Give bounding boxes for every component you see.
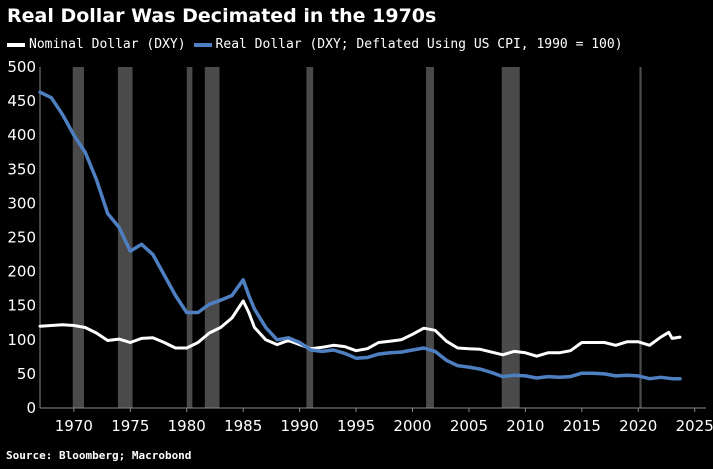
y-tick-label: 400	[7, 126, 36, 144]
legend-swatch-real	[193, 42, 212, 47]
x-tick-label: 2015	[563, 417, 601, 435]
y-tick-label: 350	[7, 160, 36, 178]
x-tick-label: 1980	[168, 417, 206, 435]
tick-labels: 0 50 100 150 200 250 300 350 400 450 500 1970 1975 19…	[7, 58, 713, 435]
y-tick-label: 150	[7, 297, 36, 315]
chart-title: Real Dollar Was Decimated in the 1970s	[7, 5, 437, 27]
recession-band-5	[426, 67, 434, 408]
legend-label-nominal: Nominal Dollar (DXY)	[29, 37, 186, 52]
recession-band-3	[204, 67, 220, 408]
series-line-1	[38, 90, 682, 381]
y-tick-label: 0	[26, 399, 36, 417]
x-tick-label: 1975	[111, 417, 149, 435]
y-tick-label: 250	[7, 229, 36, 247]
recession-band-6	[501, 67, 520, 408]
series-lines	[38, 90, 682, 381]
recession-band-4	[306, 67, 314, 408]
legend-item-nominal: Nominal Dollar (DXY)	[7, 37, 186, 52]
x-tick-label: 2025	[676, 417, 713, 435]
axes	[39, 67, 706, 409]
recession-band-7	[639, 67, 642, 408]
x-tick-label: 2005	[450, 417, 488, 435]
recession-band-2	[186, 67, 193, 408]
x-tick-label: 1970	[55, 417, 93, 435]
x-tick-label: 2010	[506, 417, 544, 435]
x-tick-label: 1990	[281, 417, 319, 435]
y-tick-label: 100	[7, 331, 36, 349]
legend-item-real: Real Dollar (DXY; Deflated Using US CPI,…	[193, 37, 623, 52]
y-tick-label: 300	[7, 194, 36, 212]
recession-band-0	[72, 67, 85, 408]
series-line-0	[38, 299, 682, 358]
y-tick-label: 500	[7, 58, 36, 76]
legend-swatch-nominal	[7, 42, 25, 47]
legend: Nominal Dollar (DXY) Real Dollar (DXY; D…	[7, 37, 631, 52]
legend-label-real: Real Dollar (DXY; Deflated Using US CPI,…	[215, 37, 623, 52]
source-note: Source: Bloomberg; Macrobond	[6, 449, 192, 462]
y-tick-label: 50	[17, 365, 36, 383]
y-tick-label: 450	[7, 92, 36, 110]
y-tick-label: 200	[7, 263, 36, 281]
x-tick-label: 2020	[619, 417, 657, 435]
x-tick-label: 2000	[393, 417, 431, 435]
x-tick-label: 1985	[224, 417, 262, 435]
x-tick-label: 1995	[337, 417, 375, 435]
